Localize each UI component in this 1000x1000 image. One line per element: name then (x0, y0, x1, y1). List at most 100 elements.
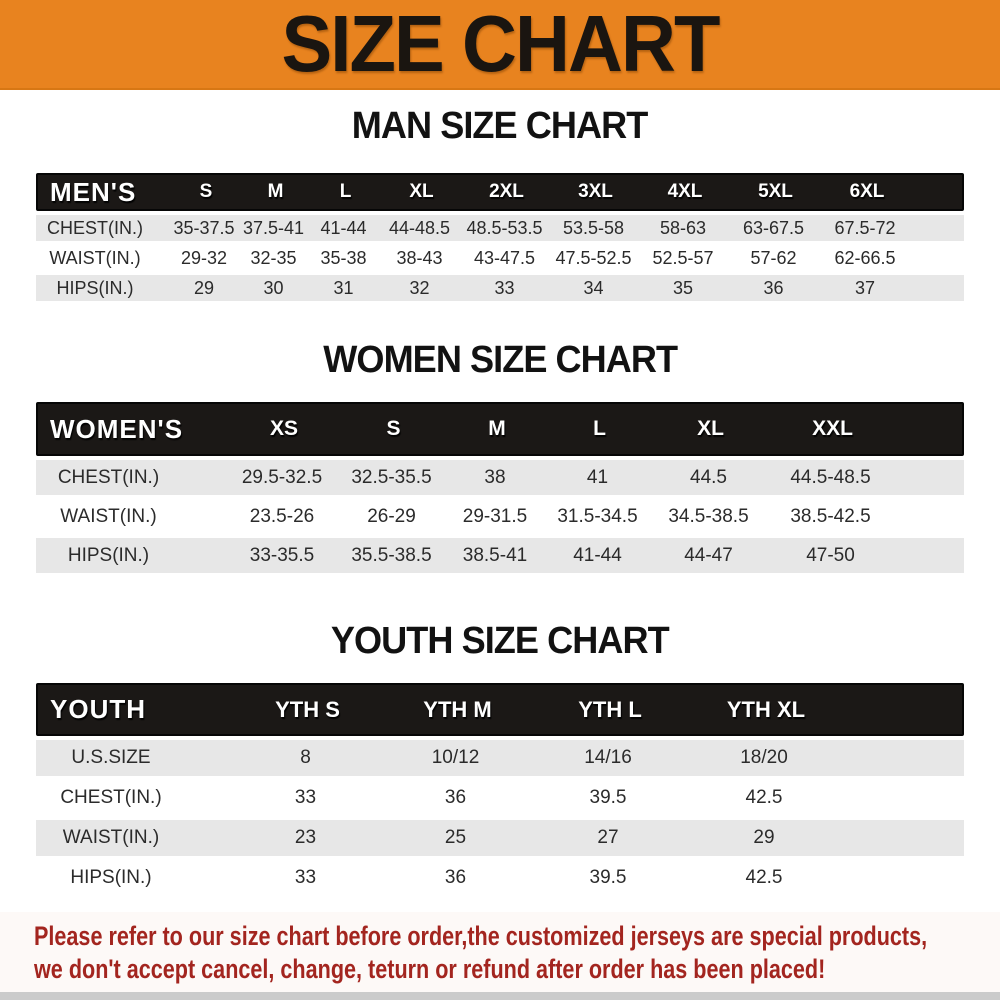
table-cell: 62-66.5 (834, 247, 896, 268)
men-col-header: 4XL (667, 181, 703, 202)
banner-title: SIZE CHART (281, 0, 721, 88)
youth-corner-label: YOUTH (50, 694, 146, 724)
table-cell: 38.5-42.5 (790, 505, 871, 527)
row-label: WAIST(IN.) (62, 827, 160, 848)
table-cell: 38-43 (396, 247, 443, 268)
youth-col-header: YTH L (578, 696, 642, 722)
table-cell: 44-48.5 (388, 217, 451, 238)
table-cell: 38 (484, 466, 506, 488)
table-cell: 32-35 (250, 247, 297, 268)
men-section-title: MAN SIZE CHART (352, 105, 649, 147)
table-cell: 41-44 (320, 217, 367, 238)
table-cell: 36 (444, 787, 467, 808)
row-label: CHEST(IN.) (47, 217, 143, 238)
table-cell: 47-50 (806, 544, 855, 566)
row-label: CHEST(IN.) (60, 787, 162, 808)
disclaimer-line-2: we don't accept cancel, change, teturn o… (34, 954, 826, 984)
men-col-header: L (339, 181, 352, 202)
youth-table-header-row: YOUTH YTH S YTH M YTH L YTH XL (36, 683, 964, 736)
table-cell: 30 (263, 277, 284, 298)
table-cell: 35 (672, 277, 694, 298)
table-cell: 52.5-57 (652, 247, 714, 268)
table-cell: 63-67.5 (742, 217, 805, 238)
table-cell: 57-62 (750, 247, 797, 268)
table-cell: 37.5-41 (242, 217, 305, 238)
disclaimer: Please refer to our size chart before or… (0, 912, 1000, 992)
women-col-header: S (386, 417, 401, 440)
men-table-header-row: MEN'S S M L XL 2XL 3XL 4XL 5XL 6XL (36, 173, 964, 211)
youth-size-table: YOUTH YTH S YTH M YTH L YTH XL U.S.SIZE … (36, 683, 964, 896)
table-cell: 32.5-35.5 (351, 466, 432, 488)
women-col-header: XL (697, 417, 724, 440)
youth-row-chest: CHEST(IN.) 33 36 39.5 42.5 (36, 780, 964, 816)
youth-row-hips: HIPS(IN.) 33 36 39.5 42.5 (36, 860, 964, 896)
youth-col-header: YTH XL (726, 696, 806, 722)
table-cell: 33 (294, 867, 317, 888)
women-row-hips: HIPS(IN.) 33-35.5 35.5-38.5 38.5-41 41-4… (36, 538, 964, 573)
table-cell: 53.5-58 (562, 217, 625, 238)
women-row-waist: WAIST(IN.) 23.5-26 26-29 29-31.5 31.5-34… (36, 499, 964, 534)
youth-section: YOUTH SIZE CHART YOUTH YTH S YTH M YTH L… (0, 619, 1000, 896)
table-cell: 41 (586, 466, 609, 488)
table-cell: 14/16 (584, 747, 632, 768)
men-size-table: MEN'S S M L XL 2XL 3XL 4XL 5XL 6XL CHEST… (36, 173, 964, 301)
table-cell: 29 (193, 277, 215, 298)
women-section-title: WOMEN SIZE CHART (323, 339, 678, 381)
youth-section-heading: YOUTH SIZE CHART (0, 619, 1000, 663)
bottom-strip (0, 992, 1000, 1000)
table-cell: 8 (300, 747, 311, 768)
women-section: WOMEN SIZE CHART WOMEN'S XS S M L XL XXL… (0, 338, 1000, 573)
youth-col-header: YTH M (423, 696, 492, 722)
table-cell: 39.5 (589, 867, 627, 888)
men-col-header: S (199, 181, 213, 202)
table-cell: 48.5-53.5 (466, 217, 543, 238)
table-cell: 29-31.5 (462, 505, 528, 527)
table-cell: 42.5 (745, 787, 783, 808)
table-cell: 31 (333, 277, 354, 298)
table-cell: 35-38 (320, 247, 367, 268)
table-cell: 58-63 (659, 217, 707, 238)
table-cell: 29-32 (180, 247, 228, 268)
table-cell: 33-35.5 (249, 544, 315, 566)
men-col-header: M (267, 181, 284, 202)
men-col-header: 5XL (758, 181, 793, 202)
men-col-header: 6XL (849, 181, 885, 202)
table-cell: 10/12 (431, 747, 480, 768)
men-section: MAN SIZE CHART MEN'S S M L XL 2XL 3XL 4X… (0, 104, 1000, 301)
men-row-chest: CHEST(IN.) 35-37.5 37.5-41 41-44 44-48.5… (36, 215, 964, 241)
table-cell: 35-37.5 (173, 217, 235, 238)
table-cell: 34 (583, 277, 604, 298)
table-cell: 41-44 (573, 544, 622, 566)
row-label: WAIST(IN.) (49, 247, 141, 268)
table-cell: 36 (763, 277, 784, 298)
men-row-waist: WAIST(IN.) 29-32 32-35 35-38 38-43 43-47… (36, 245, 964, 271)
women-col-header: M (488, 417, 506, 440)
table-cell: 31.5-34.5 (557, 505, 638, 527)
men-col-header: 2XL (489, 181, 524, 202)
table-cell: 29.5-32.5 (241, 466, 323, 488)
men-row-hips: HIPS(IN.) 29 30 31 32 33 34 35 36 37 (36, 275, 964, 301)
men-section-heading: MAN SIZE CHART (0, 104, 1000, 148)
row-label: HIPS(IN.) (67, 544, 150, 566)
men-col-header: 3XL (578, 181, 613, 202)
women-col-header: XS (269, 417, 298, 440)
table-cell: 23.5-26 (249, 505, 315, 527)
table-cell: 67.5-72 (834, 217, 896, 238)
disclaimer-line-1: Please refer to our size chart before or… (34, 921, 928, 951)
table-cell: 39.5 (589, 787, 627, 808)
women-table-header-row: WOMEN'S XS S M L XL XXL (36, 402, 964, 456)
table-cell: 23 (294, 827, 317, 848)
youth-row-ussize: U.S.SIZE 8 10/12 14/16 18/20 (36, 740, 964, 776)
table-cell: 18/20 (740, 747, 788, 768)
men-col-header: XL (409, 181, 434, 202)
table-cell: 43-47.5 (473, 247, 536, 268)
row-label: HIPS(IN.) (56, 277, 134, 298)
row-label: WAIST(IN.) (60, 505, 157, 527)
table-cell: 27 (597, 827, 619, 848)
youth-row-waist: WAIST(IN.) 23 25 27 29 (36, 820, 964, 856)
women-section-heading: WOMEN SIZE CHART (0, 338, 1000, 382)
table-cell: 44.5 (690, 466, 727, 488)
table-cell: 35.5-38.5 (351, 544, 432, 566)
youth-col-header: YTH S (275, 696, 340, 722)
